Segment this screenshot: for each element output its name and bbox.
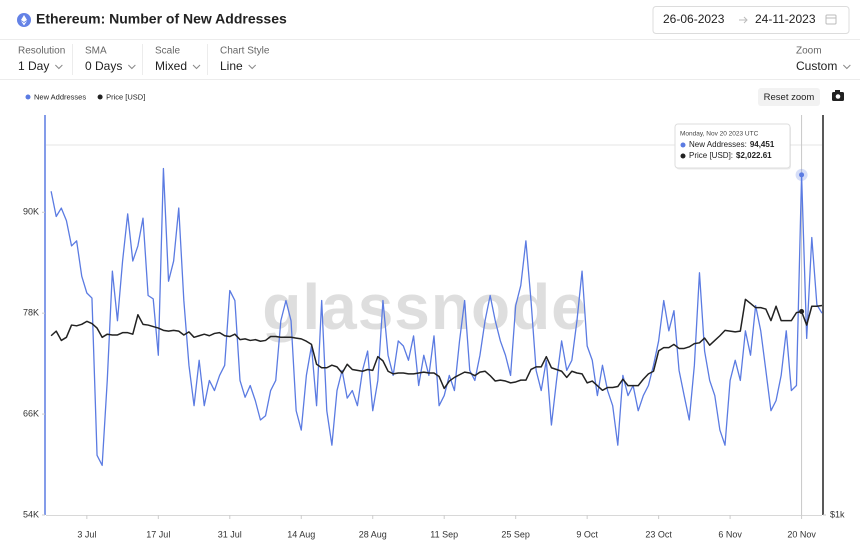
date-from[interactable]: 26-06-2023 <box>663 12 725 26</box>
dropdown-chevron[interactable] <box>192 64 201 70</box>
zoom-label: Zoom <box>796 46 822 57</box>
x-tick-label: 25 Sep <box>501 529 530 539</box>
reset-zoom-text[interactable]: Reset zoom <box>764 92 815 103</box>
control-value[interactable]: Line <box>220 59 243 73</box>
tooltip-dot <box>680 153 686 159</box>
date-to[interactable]: 24-11-2023 <box>755 12 816 26</box>
tooltip-dot <box>680 142 686 148</box>
control-value[interactable]: Mixed <box>155 59 187 73</box>
x-tick-label: 20 Nov <box>787 529 816 539</box>
x-tick-label: 11 Sep <box>430 529 458 539</box>
zoom-value[interactable]: Custom <box>796 59 837 73</box>
dropdown-chevron[interactable] <box>128 64 136 70</box>
watermark: glassnode <box>262 271 588 343</box>
control-label: SMA <box>85 46 107 57</box>
range-arrow <box>739 16 748 24</box>
control-label: Chart Style <box>220 46 270 57</box>
legend-dot[interactable] <box>25 94 31 100</box>
x-tick-label: 31 Jul <box>218 529 242 539</box>
x-tick-label: 23 Oct <box>645 529 672 539</box>
dropdown-chevron[interactable] <box>842 64 851 70</box>
tooltip-box <box>674 123 791 169</box>
ethereum-glyph <box>21 15 27 26</box>
legend-label[interactable]: New Addresses <box>34 92 86 101</box>
y-tick-label: 66K <box>23 408 39 418</box>
tooltip-value: 94,451 <box>750 140 775 149</box>
y-tick-label: 90K <box>23 207 39 217</box>
date-range[interactable] <box>652 6 850 34</box>
control-value[interactable]: 1 Day <box>18 59 49 73</box>
x-tick-label: 6 Nov <box>718 529 742 539</box>
legend-dot[interactable] <box>97 94 103 100</box>
control-label: Scale <box>155 46 180 57</box>
dropdown-chevron[interactable] <box>55 64 63 70</box>
reset-zoom-button[interactable] <box>758 88 820 106</box>
x-tick-label: 3 Jul <box>77 529 96 539</box>
y-tick-label: 78K <box>23 308 39 318</box>
x-tick-label: 17 Jul <box>146 529 170 539</box>
x-tick-label: 9 Oct <box>576 529 598 539</box>
tooltip-label: New Addresses: <box>689 140 747 149</box>
calendar-icon[interactable] <box>825 14 837 25</box>
control-label: Resolution <box>18 46 65 57</box>
tooltip-label: Price [USD]: <box>689 151 733 160</box>
page-title: Ethereum: Number of New Addresses <box>36 11 287 27</box>
series-line <box>50 167 823 467</box>
x-tick-label: 14 Aug <box>287 529 315 539</box>
control-value[interactable]: 0 Days <box>85 59 122 73</box>
y2-tick-label: $1k <box>830 509 845 519</box>
hover-point <box>799 172 805 178</box>
tooltip-value: $2,022.61 <box>736 151 772 160</box>
tooltip-date: Monday, Nov 20 2023 UTC <box>680 131 759 138</box>
legend-label[interactable]: Price [USD] <box>106 92 145 101</box>
hover-point <box>799 309 805 315</box>
y-tick-label: 54K <box>23 509 39 519</box>
x-tick-label: 28 Aug <box>359 529 387 539</box>
camera-icon[interactable] <box>832 90 844 101</box>
series-line <box>50 298 823 392</box>
dropdown-chevron[interactable] <box>248 64 257 70</box>
